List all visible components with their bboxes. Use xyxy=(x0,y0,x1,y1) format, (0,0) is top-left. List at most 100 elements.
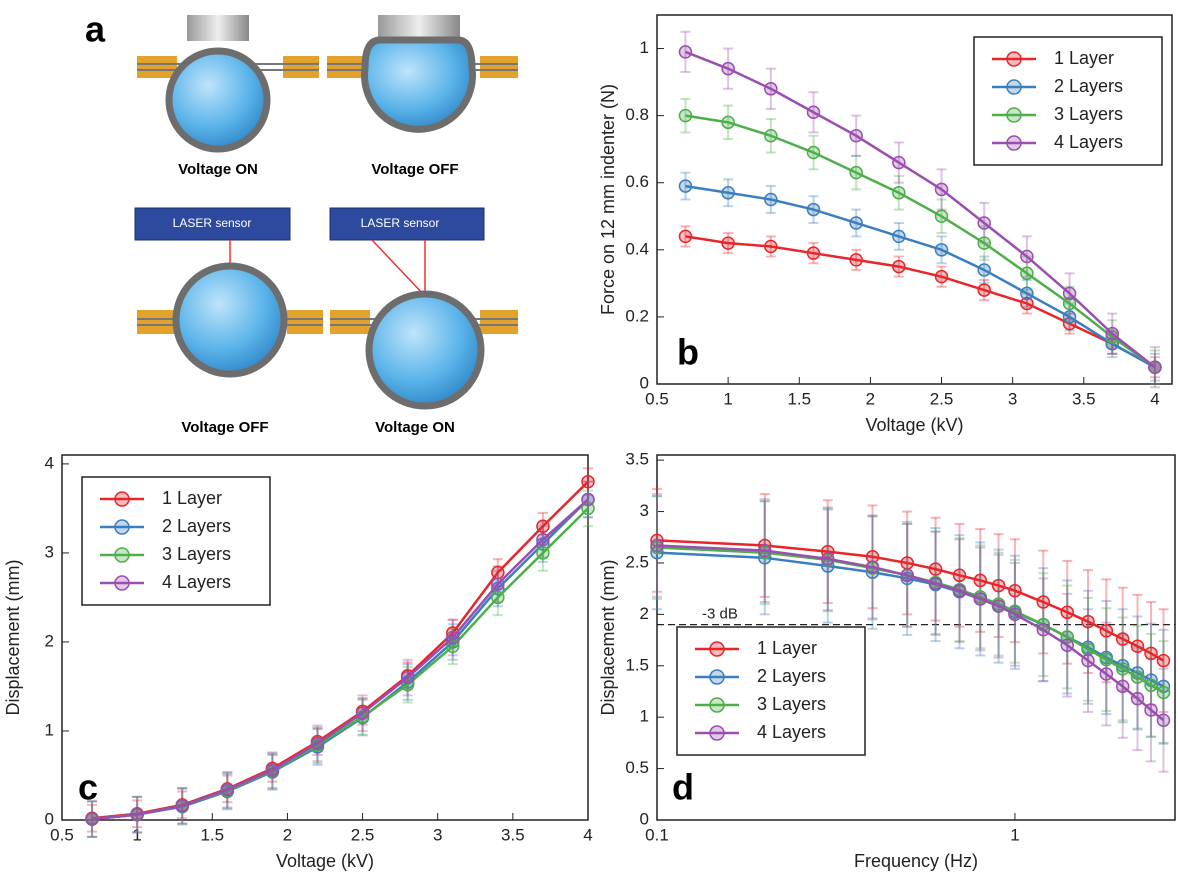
legend-label: 2 Layers xyxy=(757,666,826,686)
data-point xyxy=(1144,646,1158,661)
data-point xyxy=(1156,713,1171,728)
data-point xyxy=(1008,583,1022,598)
legend-marker xyxy=(709,725,725,741)
data-point xyxy=(678,229,693,244)
clamp xyxy=(327,56,367,78)
y-axis-label: Displacement (mm) xyxy=(598,559,618,715)
y-tick-label: 1 xyxy=(640,707,649,726)
y-tick-label: 2 xyxy=(45,631,54,650)
y-tick-label: 0.8 xyxy=(625,105,649,124)
panel-label: d xyxy=(672,767,694,808)
legend-label: 1 Layer xyxy=(1054,48,1114,68)
x-tick-label: 4 xyxy=(1150,389,1159,408)
data-point xyxy=(977,216,991,230)
data-point xyxy=(806,202,821,217)
y-tick-label: 3 xyxy=(45,542,54,561)
data-point xyxy=(1099,624,1114,638)
y-tick-label: 0.6 xyxy=(625,172,649,191)
data-point xyxy=(1144,678,1158,693)
legend-label: 4 Layers xyxy=(757,722,826,742)
y-tick-label: 0.5 xyxy=(625,758,649,777)
data-point xyxy=(1062,286,1077,301)
data-point xyxy=(491,565,505,580)
x-tick-label: 1 xyxy=(723,389,732,408)
data-point xyxy=(764,129,778,143)
legend-label: 1 Layer xyxy=(757,638,817,658)
series-line xyxy=(91,498,589,821)
x-tick-label: 3 xyxy=(433,825,442,844)
legend-marker xyxy=(1006,51,1022,67)
data-point xyxy=(973,592,988,606)
data-point xyxy=(764,192,778,207)
x-tick-label: 3.5 xyxy=(1072,389,1096,408)
data-point xyxy=(1062,310,1077,324)
chart-panel: 0.5 1 1.5 2 2.5 3 3.5 4 0 0.2 0.4 0.6 0.8 1 Voltage (k… xyxy=(598,14,1173,435)
data-point xyxy=(1099,667,1114,681)
x-tick-label: 3.5 xyxy=(501,825,525,844)
data-point xyxy=(952,583,967,598)
data-point xyxy=(355,706,370,720)
legend-label: 2 Layers xyxy=(1054,76,1123,96)
legend-label: 2 Layers xyxy=(162,516,231,536)
data-point xyxy=(973,573,988,588)
data-point xyxy=(536,546,550,560)
actuator xyxy=(172,262,288,378)
data-point xyxy=(991,578,1006,593)
caption: Voltage OFF xyxy=(181,419,268,436)
clamp xyxy=(137,310,177,334)
data-point xyxy=(1020,296,1034,311)
series-line xyxy=(656,544,1165,722)
data-point xyxy=(934,269,949,284)
data-point xyxy=(849,165,863,180)
x-axis-label: Voltage (kV) xyxy=(276,851,374,871)
series-line xyxy=(684,50,1156,369)
x-tick-label: 4 xyxy=(583,825,592,844)
data-point xyxy=(721,61,735,76)
data-point xyxy=(764,239,778,254)
legend-marker xyxy=(709,697,725,713)
clamp xyxy=(480,56,518,78)
data-point xyxy=(491,577,505,591)
series-line xyxy=(685,235,1156,369)
actuator xyxy=(361,36,476,133)
panel-label: b xyxy=(677,332,699,373)
y-axis-label: Force on 12 mm indenter (N) xyxy=(598,84,618,315)
sensor-label: LASER sensor xyxy=(173,216,252,230)
data-point xyxy=(721,236,735,250)
data-point xyxy=(928,576,943,591)
x-tick-label: 2 xyxy=(283,825,292,844)
legend-marker xyxy=(114,575,130,591)
data-point xyxy=(865,560,880,574)
legend-marker xyxy=(1006,107,1022,123)
x-tick-label: 1.5 xyxy=(787,389,811,408)
data-point xyxy=(130,807,144,822)
data-point xyxy=(536,532,550,547)
x-tick-label: 0.5 xyxy=(50,825,74,844)
data-point xyxy=(1156,685,1171,700)
data-point xyxy=(650,538,664,553)
y-tick-label: 1.5 xyxy=(625,655,649,674)
data-point xyxy=(678,179,693,193)
series xyxy=(680,225,1160,379)
data-point xyxy=(1081,653,1095,668)
actuator xyxy=(365,290,485,410)
laser-beam xyxy=(371,239,426,297)
y-tick-label: 2 xyxy=(640,604,649,623)
data-point xyxy=(220,782,235,797)
caption: Voltage OFF xyxy=(371,161,458,178)
data-point xyxy=(977,236,991,250)
data-point xyxy=(952,568,967,583)
y-tick-label: 0.2 xyxy=(625,306,649,325)
data-point xyxy=(821,552,835,566)
data-point xyxy=(721,115,735,130)
data-point xyxy=(400,670,415,685)
data-point xyxy=(977,283,991,297)
x-tick-label: 0.5 xyxy=(645,389,669,408)
data-point xyxy=(928,562,943,576)
data-point xyxy=(491,590,505,605)
data-point xyxy=(581,474,595,489)
data-point xyxy=(175,799,189,813)
reference-label: -3 dB xyxy=(702,606,738,623)
data-point xyxy=(581,492,595,507)
